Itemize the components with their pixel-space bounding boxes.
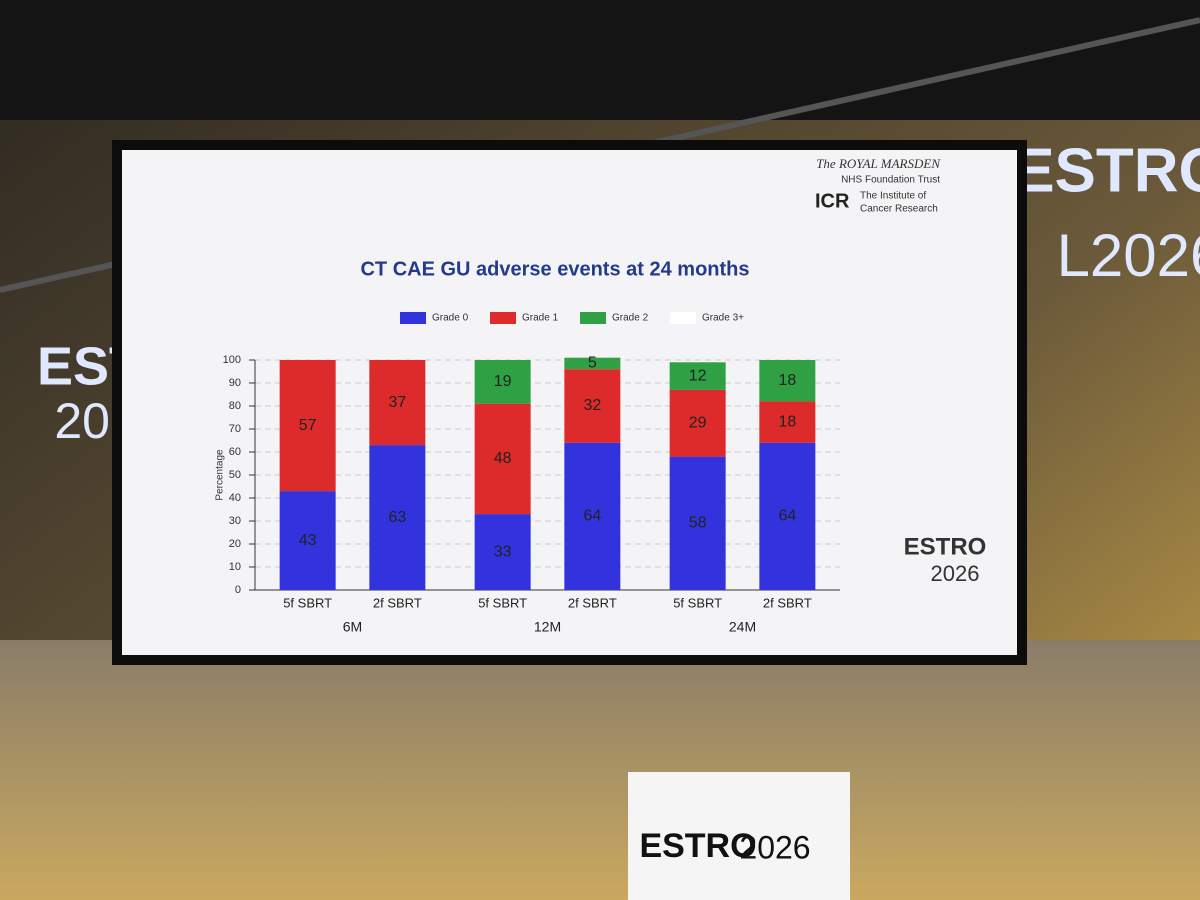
data-label: 18 — [778, 372, 796, 389]
data-label: 37 — [388, 394, 406, 411]
bar-segment — [369, 360, 426, 446]
group-label: 6M — [343, 619, 362, 635]
bar-segment — [279, 360, 336, 492]
y-tick-label: 50 — [229, 469, 241, 481]
podium-logo: 2026 — [739, 829, 810, 865]
legend-swatch — [490, 312, 516, 324]
icr-name: The Institute of — [860, 191, 926, 202]
y-tick-label: 30 — [229, 515, 241, 527]
bar-segment — [759, 442, 816, 590]
data-label: 32 — [583, 397, 601, 414]
data-label: 43 — [299, 532, 317, 549]
legend-label: Grade 1 — [522, 313, 559, 324]
data-label: 33 — [494, 543, 512, 560]
bar-segment — [669, 389, 726, 457]
legend-swatch — [670, 312, 696, 324]
y-tick-label: 0 — [235, 584, 241, 596]
legend-label: Grade 0 — [432, 313, 469, 324]
x-tick-label: 5f SBRT — [283, 595, 332, 610]
data-label: 64 — [583, 508, 601, 525]
data-label: 63 — [388, 509, 406, 526]
bar-segment — [669, 456, 726, 590]
y-tick-label: 40 — [229, 492, 241, 504]
bar-segment — [279, 491, 336, 590]
y-tick-label: 20 — [229, 538, 241, 550]
x-tick-label: 5f SBRT — [478, 595, 527, 610]
data-label: 64 — [778, 508, 796, 525]
slide-logo: ESTRO — [904, 533, 987, 560]
y-tick-label: 90 — [229, 377, 241, 389]
legend-label: Grade 2 — [612, 313, 649, 324]
icr-name: Cancer Research — [860, 204, 938, 215]
y-tick-label: 70 — [229, 423, 241, 435]
y-tick-label: 60 — [229, 446, 241, 458]
data-label: 12 — [689, 367, 707, 384]
legend-swatch — [400, 312, 426, 324]
data-label: 48 — [494, 450, 512, 467]
x-tick-label: 5f SBRT — [673, 595, 722, 610]
group-label: 24M — [729, 619, 756, 635]
org-name: The ROYAL MARSDEN — [816, 156, 941, 171]
bar-segment — [369, 445, 426, 590]
bar-segment — [474, 514, 531, 590]
data-label: 29 — [689, 414, 707, 431]
bar-segment — [669, 362, 726, 390]
bar-segment — [564, 369, 621, 443]
bar-segment — [759, 360, 816, 402]
ceiling — [0, 0, 1200, 120]
bar-segment — [564, 357, 621, 370]
data-label: 19 — [494, 373, 512, 390]
podium-logo: ESTRO — [639, 827, 756, 865]
data-label: 57 — [299, 417, 317, 434]
podium — [628, 772, 850, 900]
data-label: 58 — [689, 515, 707, 532]
legend-swatch — [580, 312, 606, 324]
y-tick-label: 100 — [223, 354, 241, 366]
group-label: 12M — [534, 619, 561, 635]
chart: Percentage 0 10 20 30 40 50 60 70 80 90 100 Grade 0 G… — [215, 312, 840, 635]
org-sub: NHS Foundation Trust — [841, 175, 940, 186]
stage-logo: ESTRO — [1013, 136, 1200, 205]
data-label: 18 — [778, 413, 796, 430]
slide-logo: 2026 — [931, 561, 980, 586]
bar-segment — [474, 360, 531, 404]
legend-label: Grade 3+ — [702, 313, 744, 324]
bar-segment — [564, 442, 621, 590]
curtain-lower — [0, 640, 1200, 900]
y-axis-label: Percentage — [215, 449, 226, 501]
x-tick-label: 2f SBRT — [763, 595, 812, 610]
y-tick-label: 10 — [229, 561, 241, 573]
bar-segment — [759, 401, 816, 443]
data-label: 5 — [588, 355, 597, 372]
x-tick-label: 2f SBRT — [373, 595, 422, 610]
icr-logo: ICR — [815, 190, 850, 212]
y-tick-label: 80 — [229, 400, 241, 412]
x-tick-label: 2f SBRT — [568, 595, 617, 610]
slide-title: CT CAE GU adverse events at 24 months — [360, 258, 749, 280]
bar-segment — [474, 403, 531, 515]
stage-logo: L2026 — [1057, 222, 1200, 289]
